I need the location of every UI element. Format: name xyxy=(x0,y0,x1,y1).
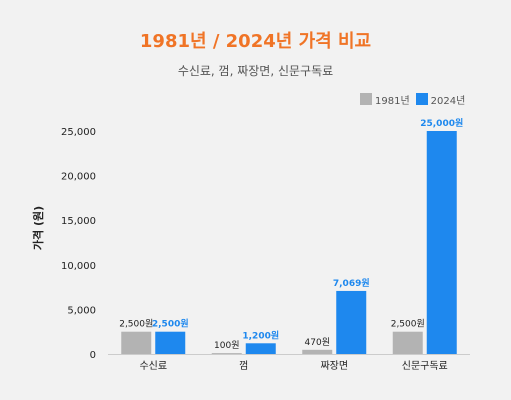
bar-2024 xyxy=(336,290,367,354)
x-tick-label: 수신료 xyxy=(139,360,167,372)
chart-title: 1981년 / 2024년 가격 비교 xyxy=(139,31,372,52)
chart-subtitle: 수신료, 껌, 짜장면, 신문구독료 xyxy=(177,64,334,78)
bar-value-label: 470원 xyxy=(305,337,330,348)
bar-2024 xyxy=(245,343,276,354)
bar-1981 xyxy=(392,331,423,354)
x-tick-label: 신문구독료 xyxy=(402,360,448,372)
bar-value-label: 1,200원 xyxy=(242,329,279,341)
bar-1981 xyxy=(302,349,333,354)
legend-item-2024: 2024년 xyxy=(415,92,466,107)
x-tick-label: 짜장면 xyxy=(320,360,348,372)
bar-value-label: 2,500원 xyxy=(152,318,189,330)
bar-2024 xyxy=(155,331,186,354)
y-tick-label: 25,000 xyxy=(61,127,96,138)
bar-value-label: 25,000원 xyxy=(420,117,463,129)
legend-swatch-2024 xyxy=(415,93,428,105)
bar-2024 xyxy=(426,131,457,354)
bar-value-label: 2,500원 xyxy=(391,319,425,330)
bar-value-label: 2,500원 xyxy=(119,319,153,330)
legend-swatch-1981 xyxy=(360,93,372,105)
y-tick-label: 15,000 xyxy=(61,216,96,227)
y-tick-label: 0 xyxy=(90,350,96,361)
legend-label-1981: 1981년 xyxy=(375,95,410,107)
x-tick-label: 껌 xyxy=(239,360,248,372)
y-tick-label: 20,000 xyxy=(61,172,96,183)
y-tick-label: 5,000 xyxy=(67,305,96,316)
bar-1981 xyxy=(121,331,152,354)
bar-value-label: 7,069원 xyxy=(333,277,370,289)
legend-item-1981: 1981년 xyxy=(360,92,410,107)
legend-label-2024: 2024년 xyxy=(430,95,466,107)
bar-value-label: 100원 xyxy=(214,340,239,351)
bar-1981 xyxy=(211,353,242,354)
y-tick-label: 10,000 xyxy=(61,261,96,272)
chart-legend: 1981년 2024년 xyxy=(360,92,471,107)
